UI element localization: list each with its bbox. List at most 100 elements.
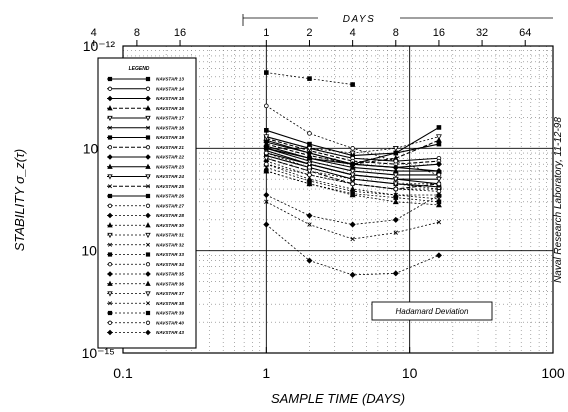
x-tick-label: 0.1	[113, 365, 133, 381]
series-navstar-34	[264, 161, 442, 194]
legend-swatch-marker	[107, 222, 113, 228]
legend-entry-label: NAVSTAR 18	[156, 125, 184, 130]
series-navstar-39	[264, 70, 355, 87]
legend-swatch-marker	[145, 145, 151, 150]
data-point	[435, 161, 442, 168]
data-point	[392, 167, 399, 174]
data-point	[436, 125, 442, 130]
data-point	[307, 222, 312, 227]
data-point	[350, 161, 355, 167]
top-tick-label: 8	[393, 27, 399, 39]
data-point	[306, 212, 313, 219]
series-line	[266, 72, 353, 85]
legend-swatch-marker	[107, 203, 113, 208]
series-line	[266, 224, 440, 276]
legend-swatch-marker	[145, 320, 151, 325]
data-point	[436, 219, 442, 225]
data-point	[349, 172, 356, 179]
legend-swatch-marker	[107, 252, 113, 257]
legend-swatch-marker	[145, 242, 151, 247]
data-point	[349, 271, 356, 278]
x-tick-label: 100	[541, 365, 565, 381]
legend-entry-label: NAVSTAR 31	[156, 233, 184, 238]
legend-swatch-marker	[145, 76, 151, 82]
data-point	[435, 201, 442, 208]
series-navstar-23	[263, 142, 442, 174]
data-point	[263, 221, 270, 228]
legend-swatch-marker	[145, 291, 151, 297]
top-tick-label: 4	[350, 27, 356, 39]
legend-swatch-marker	[107, 242, 113, 247]
legend-swatch-marker	[107, 105, 113, 111]
legend-swatch-marker	[145, 310, 151, 316]
legend-swatch-marker	[145, 163, 151, 169]
legend-entry-label: NAVSTAR 23	[156, 164, 184, 169]
legend-entries: NAVSTAR 13 NAVSTAR 14 NAVSTAR 15 NAVSTAR 16…	[107, 77, 184, 336]
series-group	[263, 70, 442, 278]
legend-entry-label: NAVSTAR 27	[156, 203, 184, 208]
legend-frame	[97, 57, 197, 349]
legend-swatch-marker	[145, 212, 151, 219]
data-point	[392, 181, 399, 188]
data-point	[393, 186, 399, 192]
legend-swatch-marker	[107, 212, 113, 219]
annotation-text: Hadamard Deviation	[396, 307, 469, 316]
data-point	[392, 146, 399, 152]
data-point	[349, 221, 356, 228]
legend-entry-label: NAVSTAR 30	[156, 223, 184, 228]
legend-swatch-marker	[145, 301, 151, 306]
legend-swatch-marker	[107, 174, 113, 180]
y-axis-label: STABILITY σ_z(τ)	[12, 149, 27, 252]
legend-swatch-marker	[145, 154, 151, 160]
legend-swatch-marker	[107, 86, 113, 91]
legend-swatch-marker	[145, 271, 151, 277]
legend-swatch-marker	[145, 125, 151, 130]
legend-swatch-marker	[145, 203, 151, 208]
legend-entry-label: NAVSTAR 28	[156, 213, 184, 218]
top-tick-label: 4	[91, 27, 97, 39]
data-point	[307, 141, 312, 147]
data-point	[264, 161, 269, 167]
legend-swatch-marker	[145, 174, 151, 180]
legend-entry-label: NAVSTAR 13	[156, 77, 184, 82]
x-tick-label: 1	[262, 365, 270, 381]
legend-swatch-marker	[107, 95, 113, 102]
legend-swatch-marker	[107, 280, 113, 286]
legend-entry-label: NAVSTAR 40	[156, 320, 184, 325]
legend-entry-label: NAVSTAR 14	[156, 86, 184, 91]
top-axis: 4 8 16 1 2 4 8 16 32 64	[91, 27, 531, 46]
legend-entry-label: NAVSTAR 32	[156, 242, 184, 247]
annotation-frame	[371, 301, 493, 321]
data-point	[393, 158, 399, 164]
data-point	[350, 181, 355, 187]
legend-entry-label: NAVSTAR 38	[156, 301, 184, 306]
series-navstar-37	[263, 134, 442, 157]
data-point	[264, 150, 269, 156]
data-point	[306, 161, 313, 168]
legend-entry-label: NAVSTAR 17	[156, 116, 184, 121]
data-point	[307, 155, 312, 161]
data-point	[263, 167, 270, 174]
top-tick-label: 16	[433, 27, 445, 39]
legend-entry-label: NAVSTAR 16	[156, 106, 184, 111]
legend-swatch-marker	[145, 135, 151, 140]
legend-swatch-marker	[107, 271, 113, 277]
data-point	[263, 134, 270, 141]
legend-swatch-marker	[145, 262, 151, 267]
data-point	[264, 146, 269, 151]
data-point	[435, 176, 442, 183]
data-point	[264, 70, 269, 75]
legend-swatch-marker	[107, 145, 113, 150]
legend-entry-label: NAVSTAR 36	[156, 281, 184, 286]
top-tick-label: 16	[174, 27, 186, 39]
x-axis: 0.1 1 10 100	[113, 347, 565, 381]
data-point	[306, 257, 313, 264]
legend-swatch-marker	[107, 163, 113, 169]
data-point	[349, 191, 356, 198]
side-note: Naval Research Laboratory, 11-12-98	[553, 117, 564, 283]
y-tick-label: 10⁻¹²	[83, 38, 116, 54]
legend-swatch-marker	[145, 184, 151, 189]
legend-entry-label: NAVSTAR 15	[156, 96, 184, 101]
legend-entry-label: NAVSTAR 26	[156, 194, 184, 199]
